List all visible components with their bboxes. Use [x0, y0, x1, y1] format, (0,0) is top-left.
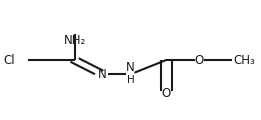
- Text: NH₂: NH₂: [63, 34, 86, 47]
- Text: H: H: [127, 75, 134, 85]
- Text: O: O: [162, 87, 171, 100]
- Text: O: O: [195, 54, 204, 66]
- Text: Cl: Cl: [3, 54, 15, 66]
- Text: N: N: [126, 61, 135, 74]
- Text: N: N: [98, 68, 107, 81]
- Text: CH₃: CH₃: [234, 54, 255, 66]
